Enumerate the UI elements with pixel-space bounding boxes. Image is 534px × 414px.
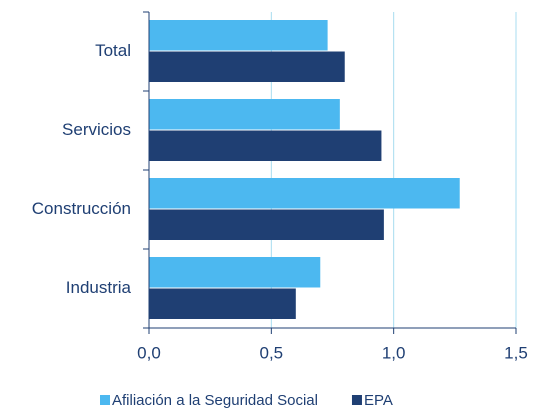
bar bbox=[149, 20, 328, 51]
y-tick-label: Industria bbox=[66, 278, 132, 297]
bar bbox=[149, 288, 296, 319]
x-tick-label: 1,5 bbox=[504, 343, 528, 362]
bar bbox=[149, 257, 321, 288]
bar bbox=[149, 130, 382, 161]
y-tick-label: Construcción bbox=[32, 199, 131, 218]
bar bbox=[149, 51, 345, 82]
legend-label: Afiliación a la Seguridad Social bbox=[112, 392, 318, 409]
x-tick-label: 1,0 bbox=[382, 343, 406, 362]
x-tick-label: 0,5 bbox=[260, 343, 284, 362]
legend-label: EPA bbox=[364, 392, 393, 409]
bar bbox=[149, 178, 460, 209]
bar bbox=[149, 99, 340, 130]
legend-swatch bbox=[100, 395, 110, 405]
y-tick-label: Total bbox=[95, 41, 131, 60]
x-tick-label: 0,0 bbox=[137, 343, 161, 362]
legend-swatch bbox=[351, 395, 362, 405]
y-tick-label: Servicios bbox=[62, 120, 131, 139]
bar bbox=[149, 209, 384, 240]
